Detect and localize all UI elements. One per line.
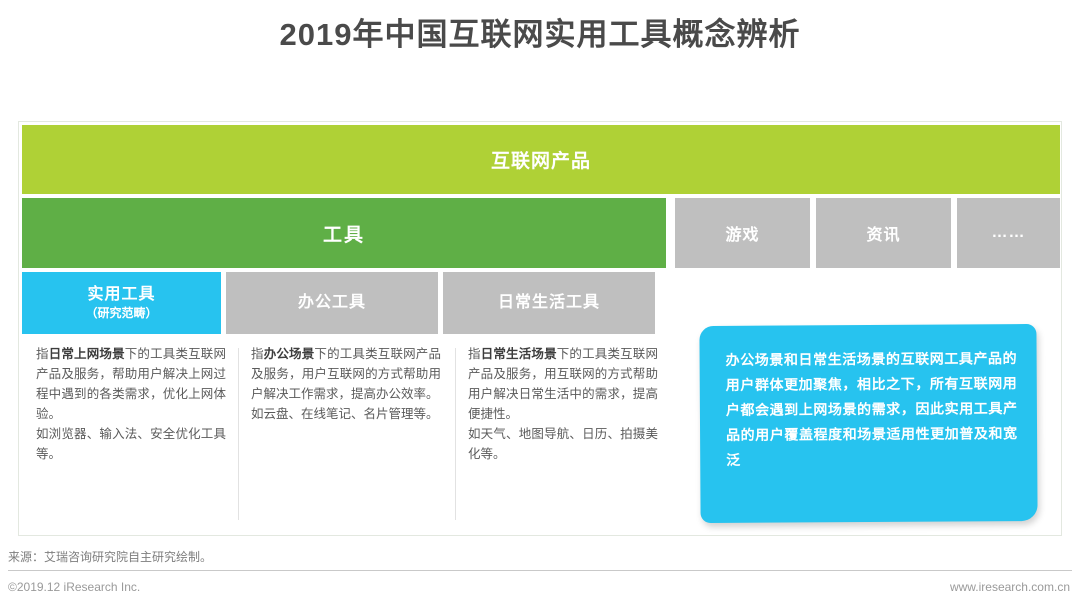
level2-cell-tools: 工具: [22, 198, 666, 268]
level1-internet-products-bar: 互联网产品: [22, 125, 1060, 194]
level2-cell-ellipsis: ……: [957, 198, 1060, 268]
desc-3-lead: 指: [468, 347, 481, 361]
desc-2-lead: 指: [251, 347, 264, 361]
source-note: 来源：艾瑞咨询研究院自主研究绘制。: [8, 550, 213, 564]
desc-2-strong: 办公场景: [263, 347, 315, 361]
level2-tools-label: 工具: [322, 224, 365, 246]
level2-cell-information: 资讯: [816, 198, 951, 268]
copyright-text: ©2019.12 iResearch Inc.: [8, 580, 141, 594]
website-url: www.iresearch.com.cn: [949, 580, 1070, 594]
level2-ellipsis-label: ……: [991, 224, 1026, 241]
insight-callout-text: 办公场景和日常生活场景的互联网工具产品的用户群体更加聚焦，相比之下，所有互联网用…: [725, 350, 1018, 468]
level1-label: 互联网产品: [490, 151, 591, 172]
description-daily-life-tools: 指日常生活场景下的工具类互联网产品及服务，用互联网的方式帮助用户解决日常生活中的…: [468, 344, 658, 464]
level3-practical-tools-sublabel: （研究范畴）: [85, 306, 158, 320]
desc-1-body: 下的工具类互联网产品及服务，帮助用户解决上网过程中遇到的各类需求，优化上网体验。: [36, 347, 226, 421]
description-practical-tools: 指日常上网场景下的工具类互联网产品及服务，帮助用户解决上网过程中遇到的各类需求，…: [36, 344, 226, 464]
description-columns: 指日常上网场景下的工具类互联网产品及服务，帮助用户解决上网过程中遇到的各类需求，…: [22, 344, 1060, 534]
desc-1-lead: 指: [36, 347, 49, 361]
level3-cell-practical-tools: 实用工具 （研究范畴）: [22, 272, 221, 334]
description-office-tools: 指办公场景下的工具类互联网产品及服务，用户互联网的方式帮助用户解决工作需求，提高…: [251, 344, 441, 424]
level2-games-label: 游戏: [725, 227, 760, 244]
desc-1-examples: 如浏览器、输入法、安全优化工具等。: [36, 427, 226, 461]
desc-1-strong: 日常上网场景: [48, 347, 125, 361]
level3-cell-daily-life-tools: 日常生活工具: [443, 272, 655, 334]
page-title: 2019年中国互联网实用工具概念辨析: [279, 17, 801, 52]
level3-office-tools-label: 办公工具: [297, 294, 366, 311]
desc-3-body: 下的工具类互联网产品及服务，用互联网的方式帮助用户解决日常生活中的需求，提高便捷…: [468, 347, 658, 421]
level2-information-label: 资讯: [866, 227, 901, 244]
column-divider-2: [455, 348, 456, 520]
level2-cell-games: 游戏: [675, 198, 810, 268]
desc-2-body: 下的工具类互联网产品及服务，用户互联网的方式帮助用户解决工作需求，提高办公效率。: [251, 347, 441, 401]
footer-divider: [8, 570, 1072, 571]
insight-callout-box: 办公场景和日常生活场景的互联网工具产品的用户群体更加聚焦，相比之下，所有互联网用…: [699, 323, 1038, 524]
level3-practical-tools-label: 实用工具: [87, 286, 156, 303]
desc-3-strong: 日常生活场景: [480, 347, 557, 361]
column-divider-1: [238, 348, 239, 520]
desc-2-examples: 如云盘、在线笔记、名片管理等。: [251, 407, 439, 421]
desc-3-examples: 如天气、地图导航、日历、拍摄美化等。: [468, 427, 658, 461]
level3-cell-office-tools: 办公工具: [226, 272, 438, 334]
level3-daily-life-tools-label: 日常生活工具: [497, 294, 600, 311]
